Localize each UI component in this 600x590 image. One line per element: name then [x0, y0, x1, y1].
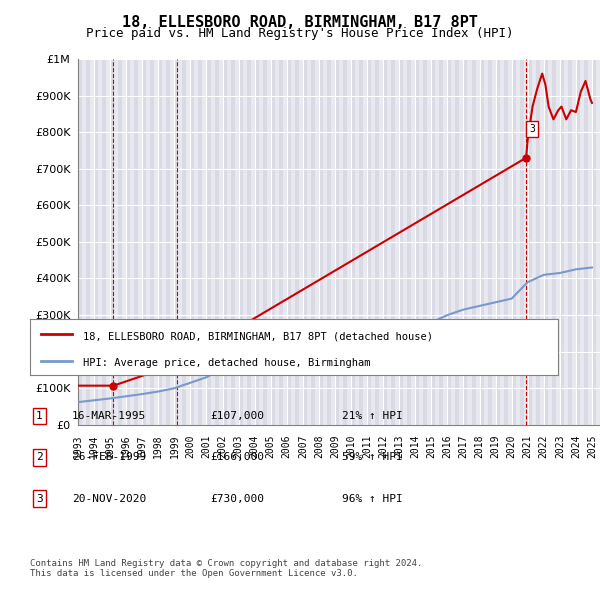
- Bar: [126, 59, 130, 425]
- Bar: [455, 59, 460, 425]
- Bar: [150, 59, 154, 425]
- Bar: [247, 59, 251, 425]
- Bar: [335, 59, 339, 425]
- Bar: [287, 59, 291, 425]
- Bar: [424, 59, 427, 425]
- Bar: [391, 59, 395, 425]
- Bar: [78, 59, 82, 425]
- Bar: [343, 59, 347, 425]
- Bar: [102, 59, 106, 425]
- Bar: [327, 59, 331, 425]
- Bar: [472, 59, 476, 425]
- Text: 1: 1: [117, 352, 122, 362]
- Bar: [439, 59, 443, 425]
- Bar: [463, 59, 467, 425]
- Bar: [239, 59, 242, 425]
- Bar: [496, 59, 500, 425]
- Bar: [199, 59, 202, 425]
- Bar: [544, 59, 548, 425]
- Bar: [271, 59, 275, 425]
- Bar: [351, 59, 355, 425]
- Bar: [536, 59, 540, 425]
- Bar: [86, 59, 90, 425]
- Bar: [560, 59, 564, 425]
- Bar: [576, 59, 580, 425]
- Bar: [166, 59, 170, 425]
- Text: £166,000: £166,000: [210, 453, 264, 462]
- Bar: [448, 59, 451, 425]
- Text: 3: 3: [36, 494, 43, 503]
- Text: 1: 1: [36, 411, 43, 421]
- Text: 2: 2: [36, 453, 43, 462]
- Bar: [118, 59, 122, 425]
- Bar: [592, 59, 596, 425]
- Text: Price paid vs. HM Land Registry's House Price Index (HPI): Price paid vs. HM Land Registry's House …: [86, 27, 514, 40]
- Bar: [223, 59, 227, 425]
- Bar: [254, 59, 259, 425]
- Text: 16-MAR-1995: 16-MAR-1995: [72, 411, 146, 421]
- Text: 3: 3: [529, 124, 535, 134]
- Bar: [512, 59, 515, 425]
- Bar: [503, 59, 508, 425]
- Text: 2: 2: [180, 330, 186, 340]
- Bar: [215, 59, 218, 425]
- Bar: [303, 59, 307, 425]
- Bar: [158, 59, 163, 425]
- Bar: [263, 59, 267, 425]
- Text: 20-NOV-2020: 20-NOV-2020: [72, 494, 146, 503]
- Text: HPI: Average price, detached house, Birmingham: HPI: Average price, detached house, Birm…: [83, 359, 370, 368]
- Text: 18, ELLESBORO ROAD, BIRMINGHAM, B17 8PT: 18, ELLESBORO ROAD, BIRMINGHAM, B17 8PT: [122, 15, 478, 30]
- Text: Contains HM Land Registry data © Crown copyright and database right 2024.
This d: Contains HM Land Registry data © Crown c…: [30, 559, 422, 578]
- Bar: [175, 59, 178, 425]
- Bar: [528, 59, 532, 425]
- Text: 18, ELLESBORO ROAD, BIRMINGHAM, B17 8PT (detached house): 18, ELLESBORO ROAD, BIRMINGHAM, B17 8PT …: [83, 332, 433, 342]
- Bar: [431, 59, 436, 425]
- Bar: [230, 59, 235, 425]
- Bar: [319, 59, 323, 425]
- Text: 59% ↑ HPI: 59% ↑ HPI: [342, 453, 403, 462]
- Bar: [383, 59, 387, 425]
- Bar: [367, 59, 371, 425]
- Bar: [488, 59, 491, 425]
- Bar: [520, 59, 524, 425]
- Bar: [182, 59, 187, 425]
- Bar: [142, 59, 146, 425]
- Bar: [359, 59, 363, 425]
- Text: 96% ↑ HPI: 96% ↑ HPI: [342, 494, 403, 503]
- Bar: [552, 59, 556, 425]
- Bar: [311, 59, 315, 425]
- Bar: [399, 59, 403, 425]
- Bar: [279, 59, 283, 425]
- Bar: [568, 59, 572, 425]
- Text: £107,000: £107,000: [210, 411, 264, 421]
- Bar: [190, 59, 194, 425]
- Text: 26-FEB-1999: 26-FEB-1999: [72, 453, 146, 462]
- Bar: [206, 59, 211, 425]
- Bar: [479, 59, 484, 425]
- Bar: [295, 59, 299, 425]
- Text: 21% ↑ HPI: 21% ↑ HPI: [342, 411, 403, 421]
- Bar: [415, 59, 419, 425]
- Text: £730,000: £730,000: [210, 494, 264, 503]
- Bar: [584, 59, 588, 425]
- Bar: [375, 59, 379, 425]
- Bar: [110, 59, 114, 425]
- Bar: [134, 59, 138, 425]
- Bar: [94, 59, 98, 425]
- Bar: [407, 59, 411, 425]
